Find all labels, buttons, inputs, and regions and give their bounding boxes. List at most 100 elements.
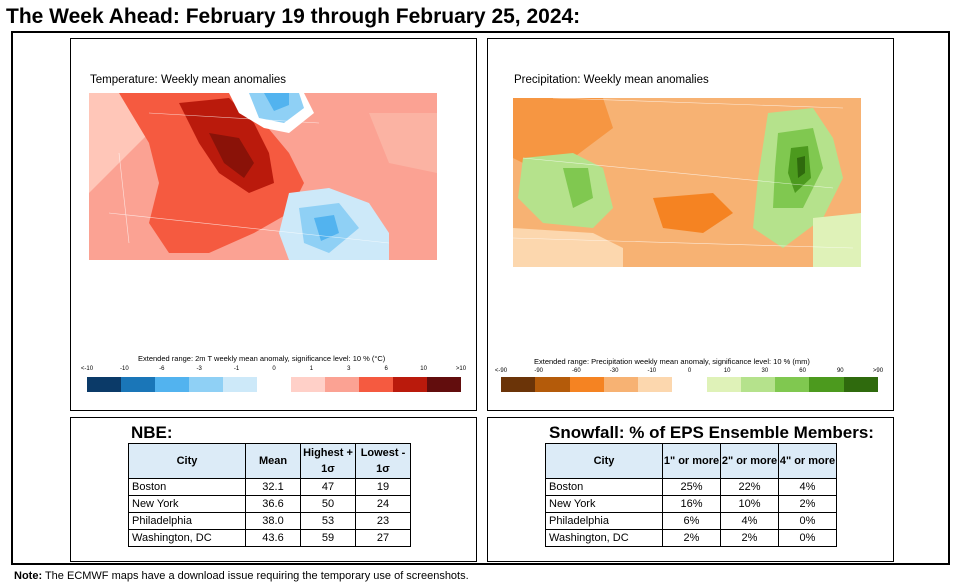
city-cell: Boston bbox=[545, 478, 663, 496]
precipitation-scale-swatch bbox=[740, 377, 776, 392]
precipitation-scale-tick-label: <-90 bbox=[494, 368, 508, 374]
snowfall-panel: Snowfall: % of EPS Ensemble Members: Cit… bbox=[487, 417, 894, 562]
precipitation-scale-tick-label: 60 bbox=[799, 368, 806, 374]
page-title: The Week Ahead: February 19 through Febr… bbox=[6, 5, 581, 28]
pct-2in-cell: 2% bbox=[720, 529, 779, 547]
mean-cell: 43.6 bbox=[245, 529, 301, 547]
pct-4in-cell: 0% bbox=[778, 529, 837, 547]
pct-1in-cell: 16% bbox=[662, 495, 721, 513]
lowest-cell: 23 bbox=[355, 512, 411, 530]
precipitation-scale-swatch bbox=[535, 377, 570, 392]
precipitation-anomaly-map bbox=[513, 98, 861, 267]
snowfall-table: City 1" or more 2" or more 4" or more Bo… bbox=[545, 443, 837, 547]
precipitation-scale-tick-label: 30 bbox=[761, 368, 769, 374]
nbe-title: NBE: bbox=[131, 423, 173, 442]
precipitation-scale-swatch bbox=[775, 377, 810, 392]
temperature-scale-tick-label: -6 bbox=[159, 366, 165, 372]
nbe-header-highest: Highest + 1σ bbox=[300, 443, 356, 479]
snowfall-header-2in: 2" or more bbox=[720, 443, 779, 479]
precipitation-color-scale bbox=[501, 377, 878, 392]
temperature-scale-tick-label: -1 bbox=[233, 366, 240, 372]
note-label: Note: bbox=[14, 570, 43, 582]
temperature-scale-swatch bbox=[121, 377, 155, 392]
precipitation-scale-swatch bbox=[569, 377, 604, 392]
table-row: New York 16% 10% 2% bbox=[545, 495, 837, 513]
pct-1in-cell: 25% bbox=[662, 478, 721, 496]
table-row: Washington, DC 2% 2% 0% bbox=[545, 529, 837, 547]
precipitation-scale-swatch bbox=[843, 377, 878, 392]
temperature-scale-tick-label: 10 bbox=[420, 366, 427, 372]
nbe-table: City Mean Highest + 1σ Lowest - 1σ Bosto… bbox=[128, 443, 411, 547]
nbe-header-mean: Mean bbox=[245, 443, 301, 479]
lowest-cell: 24 bbox=[355, 495, 411, 513]
precipitation-scale-swatch bbox=[501, 377, 536, 392]
temperature-scale-swatch bbox=[189, 377, 223, 392]
precipitation-scale-swatch bbox=[603, 377, 639, 392]
pct-4in-cell: 2% bbox=[778, 495, 837, 513]
nbe-header-city: City bbox=[128, 443, 246, 479]
nbe-panel: NBE: City Mean Highest + 1σ Lowest - 1σ … bbox=[70, 417, 477, 562]
footnote: Note: The ECMWF maps have a download iss… bbox=[14, 570, 469, 582]
highest-cell: 53 bbox=[300, 512, 356, 530]
temperature-anomaly-map bbox=[89, 93, 437, 260]
table-row: Philadelphia 6% 4% 0% bbox=[545, 512, 837, 530]
temperature-scale-swatch bbox=[325, 377, 359, 392]
precipitation-map-title: Precipitation: Weekly mean anomalies bbox=[514, 74, 709, 86]
table-row: New York 36.6 50 24 bbox=[128, 495, 411, 513]
mean-cell: 36.6 bbox=[245, 495, 301, 513]
highest-cell: 59 bbox=[300, 529, 356, 547]
pct-2in-cell: 22% bbox=[720, 478, 779, 496]
temperature-map-title: Temperature: Weekly mean anomalies bbox=[90, 74, 287, 86]
temperature-scale-tick-label: 1 bbox=[309, 366, 314, 372]
precipitation-panel: Precipitation: Weekly mean anomalies Ext… bbox=[487, 38, 894, 411]
pct-4in-cell: 4% bbox=[778, 478, 837, 496]
pct-1in-cell: 6% bbox=[662, 512, 721, 530]
snowfall-header-1in: 1" or more bbox=[662, 443, 721, 479]
temperature-scale-swatch bbox=[223, 377, 257, 392]
city-cell: New York bbox=[128, 495, 246, 513]
highest-cell: 47 bbox=[300, 478, 356, 496]
snowfall-header-city: City bbox=[545, 443, 663, 479]
temperature-scale-title: Extended range: 2m T weekly mean anomaly… bbox=[138, 354, 386, 363]
city-cell: Boston bbox=[128, 478, 246, 496]
snowfall-header-4in: 4" or more bbox=[778, 443, 837, 479]
city-cell: New York bbox=[545, 495, 663, 513]
temperature-scale-tick-label: <-10 bbox=[80, 366, 94, 372]
precipitation-scale-swatch bbox=[809, 377, 844, 392]
temperature-scale-swatch bbox=[87, 377, 121, 392]
lowest-cell: 19 bbox=[355, 478, 411, 496]
precipitation-scale-tick-label: 0 bbox=[687, 368, 692, 374]
lowest-cell: 27 bbox=[355, 529, 411, 547]
city-cell: Philadelphia bbox=[128, 512, 246, 530]
highest-cell: 50 bbox=[300, 495, 356, 513]
temperature-color-scale bbox=[87, 377, 461, 392]
precipitation-scale-tick-label: 90 bbox=[836, 368, 844, 374]
temperature-scale-tick-label: -10 bbox=[120, 366, 129, 372]
temperature-scale-swatch bbox=[291, 377, 325, 392]
precipitation-scale-tick-label: 10 bbox=[723, 368, 731, 374]
temperature-scale-tick-label: 6 bbox=[384, 366, 388, 372]
pct-2in-cell: 10% bbox=[720, 495, 779, 513]
table-row: Boston 32.1 47 19 bbox=[128, 478, 411, 496]
temperature-scale-swatch bbox=[359, 377, 393, 392]
mean-cell: 32.1 bbox=[245, 478, 301, 496]
temperature-panel: Temperature: Weekly mean anomalies Exten… bbox=[70, 38, 477, 411]
temperature-scale-ticks: <-10 -10 -6 -3 -1 0 1 3 6 10 >10 bbox=[81, 366, 466, 376]
precipitation-scale-tick-label: >90 bbox=[872, 368, 884, 374]
content-frame bbox=[11, 31, 950, 565]
temperature-scale-tick-label: >10 bbox=[455, 366, 467, 372]
precipitation-scale-ticks: <-90 -90 -60 -30 -10 0 10 30 60 90 >90 bbox=[495, 368, 883, 378]
precipitation-scale-tick-label: -90 bbox=[534, 368, 544, 374]
pct-1in-cell: 2% bbox=[662, 529, 721, 547]
precipitation-scale-tick-label: -30 bbox=[609, 368, 619, 374]
precipitation-scale-tick-label: -10 bbox=[647, 368, 657, 374]
pct-4in-cell: 0% bbox=[778, 512, 837, 530]
temperature-scale-tick-label: 3 bbox=[347, 366, 351, 372]
precipitation-scale-swatch bbox=[672, 377, 707, 392]
precipitation-scale-tick-label: -60 bbox=[572, 368, 581, 374]
table-row: Philadelphia 38.0 53 23 bbox=[128, 512, 411, 530]
mean-cell: 38.0 bbox=[245, 512, 301, 530]
temperature-scale-swatch bbox=[393, 377, 427, 392]
pct-2in-cell: 4% bbox=[720, 512, 779, 530]
temperature-scale-tick-label: 0 bbox=[272, 366, 276, 372]
